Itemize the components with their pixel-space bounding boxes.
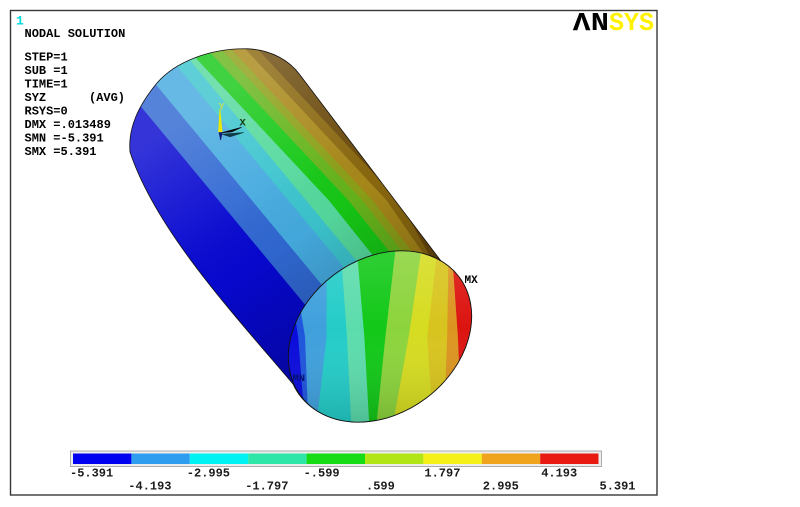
svg-text:MX: MX (465, 275, 479, 287)
svg-text:(AVG): (AVG) (89, 91, 125, 105)
svg-text:SYZ: SYZ (25, 91, 47, 105)
svg-text:X: X (240, 118, 247, 130)
svg-text:RSYS=0: RSYS=0 (25, 105, 68, 119)
svg-text:TIME=1: TIME=1 (25, 78, 68, 92)
svg-text:SMX =5.391: SMX =5.391 (25, 145, 97, 159)
svg-text:NODAL SOLUTION: NODAL SOLUTION (25, 27, 126, 41)
svg-text:.599: .599 (366, 480, 395, 494)
svg-text:STEP=1: STEP=1 (25, 51, 68, 65)
svg-text:DMX =.013489: DMX =.013489 (25, 118, 111, 132)
svg-text:ΛN: ΛN (573, 8, 610, 38)
svg-text:4.193: 4.193 (541, 467, 577, 481)
svg-text:SMN =-5.391: SMN =-5.391 (25, 132, 104, 146)
svg-text:2.995: 2.995 (483, 480, 519, 494)
svg-text:-5.391: -5.391 (70, 467, 113, 481)
svg-text:-2.995: -2.995 (187, 467, 230, 481)
svg-text:SUB =1: SUB =1 (25, 64, 68, 78)
svg-text:Y: Y (219, 102, 226, 114)
svg-text:-4.193: -4.193 (128, 480, 171, 494)
svg-text:5.391: 5.391 (600, 480, 636, 494)
svg-text:-.599: -.599 (304, 467, 340, 481)
svg-text:1: 1 (16, 14, 24, 29)
svg-text:-1.797: -1.797 (245, 480, 288, 494)
svg-text:SYS: SYS (609, 8, 654, 38)
svg-text:MN: MN (293, 373, 306, 385)
svg-text:1.797: 1.797 (424, 467, 460, 481)
